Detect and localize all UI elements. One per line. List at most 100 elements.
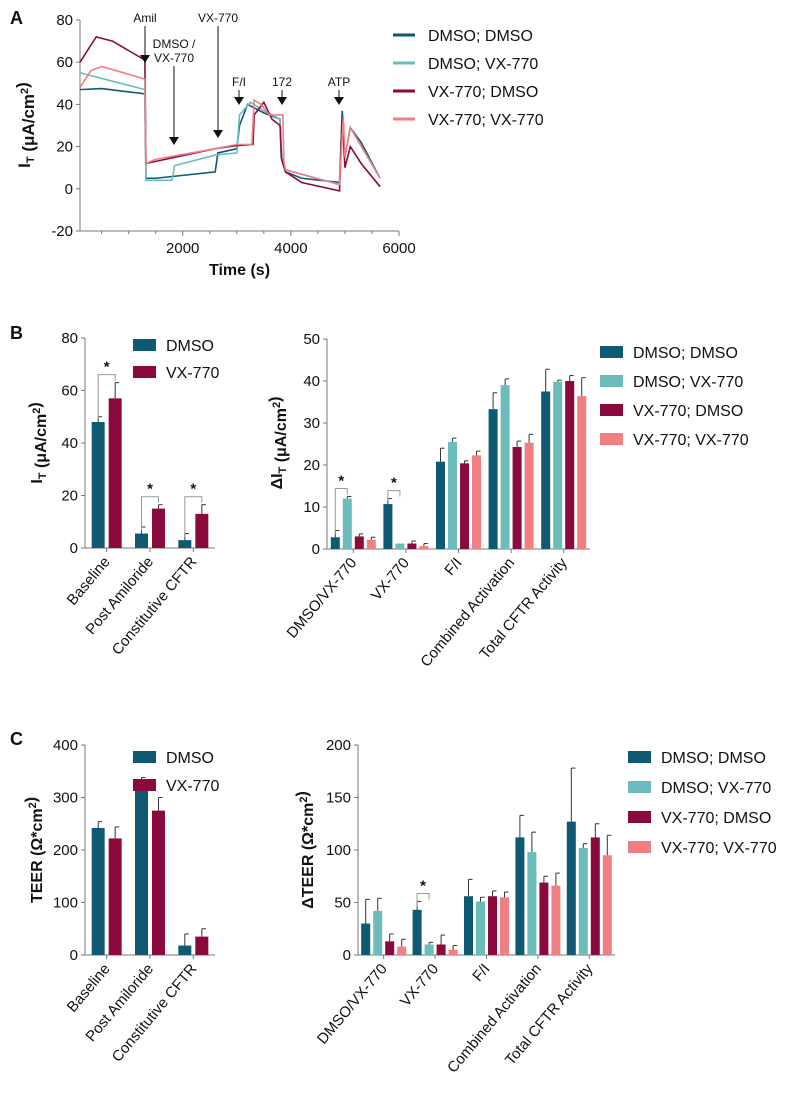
significance-star: * (391, 475, 397, 492)
y-axis-label: TEER (Ω*cm2) (23, 797, 46, 903)
superscript: 2 (298, 797, 310, 803)
significance-star: * (190, 481, 196, 498)
bar (397, 946, 407, 955)
bar (395, 543, 405, 549)
significance-star: * (338, 473, 344, 490)
y-tick-label: 100 (53, 895, 78, 912)
legend-swatch (600, 404, 623, 416)
bar (195, 513, 209, 548)
y-tick-label: 0 (343, 947, 351, 964)
bar (412, 909, 422, 955)
x-tick-label: VX-770 (368, 555, 413, 604)
legend-label: VX-770; DMSO (428, 84, 538, 101)
arrow-down-icon (213, 130, 223, 138)
panel-label: A (10, 8, 23, 28)
superscript: 2 (19, 88, 31, 94)
y-axis-label: ΔTEER (Ω*cm2) (294, 791, 317, 909)
significance-star: * (147, 481, 153, 498)
legend-swatch (628, 751, 651, 763)
bar (330, 537, 340, 549)
bar (178, 945, 192, 955)
y-axis-label: ΔIT (μA/cm2) (267, 397, 290, 490)
significance-bracket (184, 496, 203, 538)
bar (488, 409, 498, 549)
y-tick-label: 60 (56, 54, 73, 71)
bar (539, 882, 549, 955)
bar (578, 847, 588, 955)
y-tick-label: 80 (61, 330, 78, 347)
x-tick-label: VX-770 (397, 961, 442, 1010)
bar (152, 810, 165, 955)
bar (500, 385, 510, 549)
label-part: TEER (Ω*cm (29, 808, 46, 903)
bar (512, 446, 522, 549)
significance-bracket (334, 488, 348, 535)
y-tick-label: 30 (303, 415, 320, 432)
panel-label: C (10, 729, 23, 749)
bar (448, 441, 457, 549)
bar (524, 442, 534, 549)
significance-star: * (420, 877, 426, 894)
y-tick-label: 20 (56, 139, 73, 156)
y-axis-label: IT (μA/cm2) (13, 82, 38, 168)
subscript: T (277, 466, 289, 473)
panel-label: B (10, 323, 23, 343)
significance-star: * (104, 359, 110, 376)
bar (366, 539, 376, 549)
legend-label: VX-770; VX-770 (633, 432, 749, 449)
bar (515, 837, 525, 955)
label-part: I (15, 163, 34, 168)
annotation-label: Amil (133, 11, 156, 25)
legend-swatch (628, 811, 651, 823)
label-part: (μA/cm (273, 408, 290, 467)
y-tick-label: 200 (53, 842, 78, 859)
x-tick-label: 4000 (274, 240, 307, 257)
label-part: ) (13, 82, 32, 88)
label-part: (μA/cm (33, 414, 50, 473)
bar (551, 885, 561, 955)
legend-label: DMSO; DMSO (633, 345, 738, 362)
x-tick-label: Total CFTR Activity (502, 960, 597, 1068)
y-tick-label: 150 (326, 790, 351, 807)
label-part: (μA/cm (19, 94, 38, 156)
legend-swatch (600, 375, 623, 387)
superscript: 2 (27, 802, 39, 808)
legend-label: VX-770 (166, 778, 219, 795)
legend-label: DMSO (166, 750, 214, 767)
label-part: ) (27, 402, 44, 407)
x-tick-label: Constitutive CFTR (109, 961, 201, 1066)
superscript: 2 (31, 408, 43, 414)
bar (195, 936, 209, 955)
label-part: I (29, 479, 46, 483)
arrow-down-icon (140, 55, 150, 63)
y-tick-label: 40 (61, 435, 78, 452)
annotation-label: ATP (328, 75, 350, 89)
legend-label: DMSO; DMSO (661, 750, 766, 767)
x-axis-label: Time (s) (209, 262, 270, 279)
x-tick-label: Constitutive CFTR (109, 554, 201, 659)
legend-swatch (628, 781, 651, 793)
legend-label: VX-770; DMSO (633, 403, 743, 420)
annotation-label: VX-770 (154, 51, 194, 65)
label-part: ) (23, 797, 40, 802)
bar (91, 422, 105, 548)
bar (342, 498, 352, 549)
bar (566, 821, 576, 955)
legend-swatch (133, 779, 156, 791)
bar (565, 381, 575, 549)
bar (407, 543, 417, 549)
legend-label: VX-770 (166, 365, 219, 382)
superscript: 2 (271, 402, 283, 408)
bar (354, 536, 364, 549)
y-tick-label: 300 (53, 790, 78, 807)
legend-swatch (133, 751, 156, 763)
label-part: ΔTEER (Ω*cm (300, 803, 317, 909)
arrow-down-icon (277, 97, 287, 105)
bar (152, 508, 165, 548)
y-tick-label: 200 (326, 737, 351, 754)
y-tick-label: 50 (303, 331, 320, 348)
y-tick-label: 40 (303, 373, 320, 390)
bar (500, 897, 509, 955)
